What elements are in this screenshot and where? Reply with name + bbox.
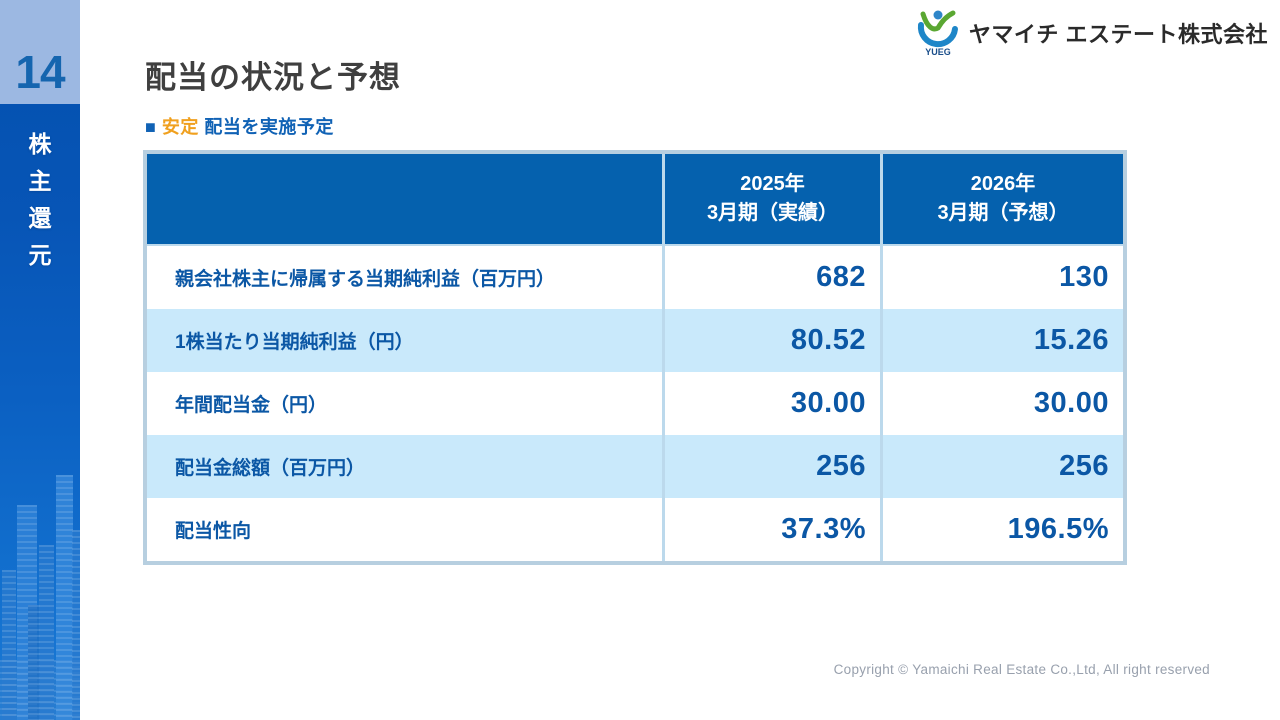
section-char: 主 [28, 168, 52, 194]
row-actual-value: 37.3% [665, 498, 883, 561]
row-forecast-value: 130 [883, 246, 1123, 309]
company-logo-icon: YUEG [917, 10, 958, 57]
row-actual-value: 80.52 [665, 309, 883, 372]
row-label: 配当金総額（百万円） [147, 435, 665, 498]
city-skyline-image [0, 390, 80, 720]
header-col-forecast: 2026年 3月期（予想） [883, 154, 1123, 246]
copyright-text: Copyright © Yamaichi Real Estate Co.,Ltd… [833, 662, 1210, 677]
page-number-box: 14 [0, 0, 80, 104]
row-actual-value: 30.00 [665, 372, 883, 435]
table-row: 1株当たり当期純利益（円） 80.52 15.26 [147, 309, 1123, 372]
table-row: 配当性向 37.3% 196.5% [147, 498, 1123, 561]
svg-text:YUEG: YUEG [925, 47, 951, 57]
row-actual-value: 682 [665, 246, 883, 309]
table-row: 親会社株主に帰属する当期純利益（百万円） 682 130 [147, 246, 1123, 309]
page-number: 14 [15, 46, 65, 98]
subtitle: ■ 安定 配当を実施予定 [145, 113, 334, 139]
table-row: 配当金総額（百万円） 256 256 [147, 435, 1123, 498]
row-actual-value: 256 [665, 435, 883, 498]
table-row: 年間配当金（円） 30.00 30.00 [147, 372, 1123, 435]
company-name: ヤマイチ エステート株式会社 [968, 22, 1268, 47]
table-header-row: 2025年 3月期（実績） 2026年 3月期（予想） [147, 154, 1123, 246]
company-logo: YUEG ヤマイチ エステート株式会社 [915, 9, 1268, 57]
header-col-actual: 2025年 3月期（実績） [665, 154, 883, 246]
subtitle-text: 配当を実施予定 [204, 117, 334, 137]
section-char: 還 [28, 205, 52, 231]
dividend-table: 2025年 3月期（実績） 2026年 3月期（予想） 親会社株主に帰属する当期… [143, 150, 1127, 565]
section-char: 株 [28, 131, 52, 157]
header-empty-cell [147, 154, 665, 246]
subtitle-highlight: 安定 [161, 117, 199, 137]
row-forecast-value: 30.00 [883, 372, 1123, 435]
row-forecast-value: 196.5% [883, 498, 1123, 561]
bullet-square-icon: ■ [145, 117, 157, 137]
page-title: 配当の状況と予想 [145, 60, 401, 95]
row-forecast-value: 15.26 [883, 309, 1123, 372]
section-char: 元 [28, 242, 52, 268]
sidebar: 株 主 還 元 14 [0, 0, 80, 720]
row-forecast-value: 256 [883, 435, 1123, 498]
row-label: 1株当たり当期純利益（円） [147, 309, 665, 372]
section-label-vertical: 株 主 還 元 [0, 126, 80, 274]
row-label: 年間配当金（円） [147, 372, 665, 435]
row-label: 配当性向 [147, 498, 665, 561]
row-label: 親会社株主に帰属する当期純利益（百万円） [147, 246, 665, 309]
